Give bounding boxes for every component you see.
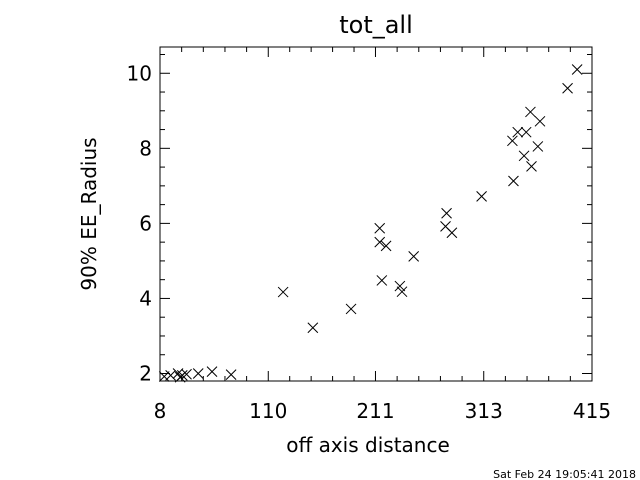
chart-title: tot_all	[339, 11, 413, 39]
data-point	[165, 370, 176, 381]
x-axis-label: off axis distance	[286, 433, 450, 457]
x-axis: 8 110 211 313 415	[154, 47, 611, 423]
data-point	[525, 106, 536, 118]
data-point	[181, 368, 192, 380]
data-point	[380, 240, 392, 252]
y-tick-label: 10	[127, 61, 152, 85]
data-point	[518, 150, 530, 162]
data-point	[206, 366, 218, 377]
data-point	[396, 286, 408, 298]
data-point	[374, 222, 386, 234]
data-point	[374, 236, 386, 248]
timestamp: Sat Feb 24 19:05:41 2018	[493, 468, 636, 480]
data-point	[532, 141, 544, 152]
data-point	[394, 280, 406, 292]
data-point	[345, 303, 357, 315]
x-tick-label: 415	[573, 399, 611, 423]
data-point	[562, 82, 573, 94]
data-point	[526, 160, 537, 172]
data-point	[307, 322, 319, 334]
y-tick-label: 6	[139, 211, 152, 235]
y-tick-label: 4	[139, 286, 152, 310]
y-axis-label: 90% EE_Radius	[77, 137, 101, 290]
data-point	[408, 251, 420, 262]
y-axis: 2 4 6 8 10	[127, 54, 592, 385]
data-point	[376, 275, 388, 286]
data-point	[441, 207, 452, 219]
x-tick-label: 8	[154, 399, 167, 423]
data-point	[534, 115, 546, 127]
data-point	[158, 371, 170, 382]
data-point	[508, 175, 519, 187]
data-point	[277, 286, 289, 298]
data-series	[158, 64, 583, 383]
y-tick-label: 8	[139, 136, 152, 160]
x-tick-label: 313	[465, 399, 503, 423]
data-point	[520, 126, 532, 138]
y-tick-label: 2	[139, 361, 152, 385]
data-point	[172, 368, 184, 379]
data-point	[176, 370, 188, 381]
data-point	[476, 191, 487, 202]
data-point	[225, 369, 237, 380]
data-point	[446, 227, 458, 239]
plot-frame	[159, 46, 593, 382]
data-point	[192, 368, 204, 379]
data-point	[507, 135, 518, 147]
data-point	[571, 64, 583, 75]
x-tick-label: 110	[249, 399, 287, 423]
x-tick-label: 211	[356, 399, 394, 423]
data-point	[512, 126, 524, 138]
